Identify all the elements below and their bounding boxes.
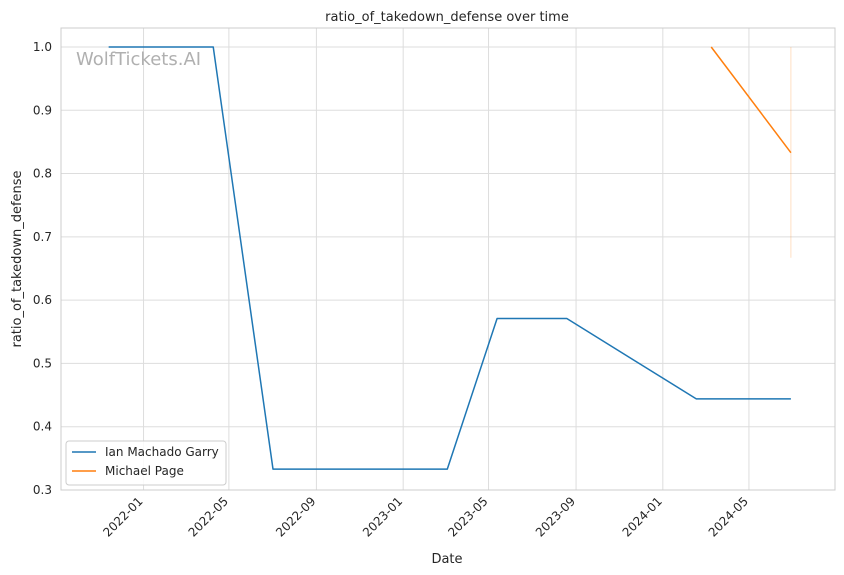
y-tick-label: 0.7 <box>33 230 52 244</box>
legend-label-michael-page: Michael Page <box>105 464 184 478</box>
y-tick-label: 1.0 <box>33 40 52 54</box>
chart-title: ratio_of_takedown_defense over time <box>325 10 569 25</box>
y-tick-label: 0.4 <box>33 420 52 434</box>
legend: Ian Machado Garry Michael Page <box>65 440 227 486</box>
y-tick-label: 0.8 <box>33 167 52 181</box>
grid <box>61 28 835 491</box>
y-tick-label: 0.3 <box>33 483 52 497</box>
legend-box <box>65 440 227 486</box>
series-layer <box>108 46 792 470</box>
y-tick-label: 0.5 <box>33 356 52 370</box>
y-axis: 0.3 0.4 0.5 0.6 0.7 0.8 0.9 1.0 <box>33 40 52 497</box>
series-line-michael-page <box>710 46 792 154</box>
watermark: WolfTickets.AI <box>76 49 201 70</box>
y-tick-label: 0.9 <box>33 103 52 117</box>
plot-frame <box>60 27 836 491</box>
series-line-ian-machado-garry <box>108 46 791 470</box>
x-axis-label: Date <box>431 552 462 567</box>
y-axis-label: ratio_of_takedown_defense <box>10 170 25 347</box>
y-tick-label: 0.6 <box>33 293 52 307</box>
legend-label-ian-machado-garry: Ian Machado Garry <box>105 445 219 459</box>
